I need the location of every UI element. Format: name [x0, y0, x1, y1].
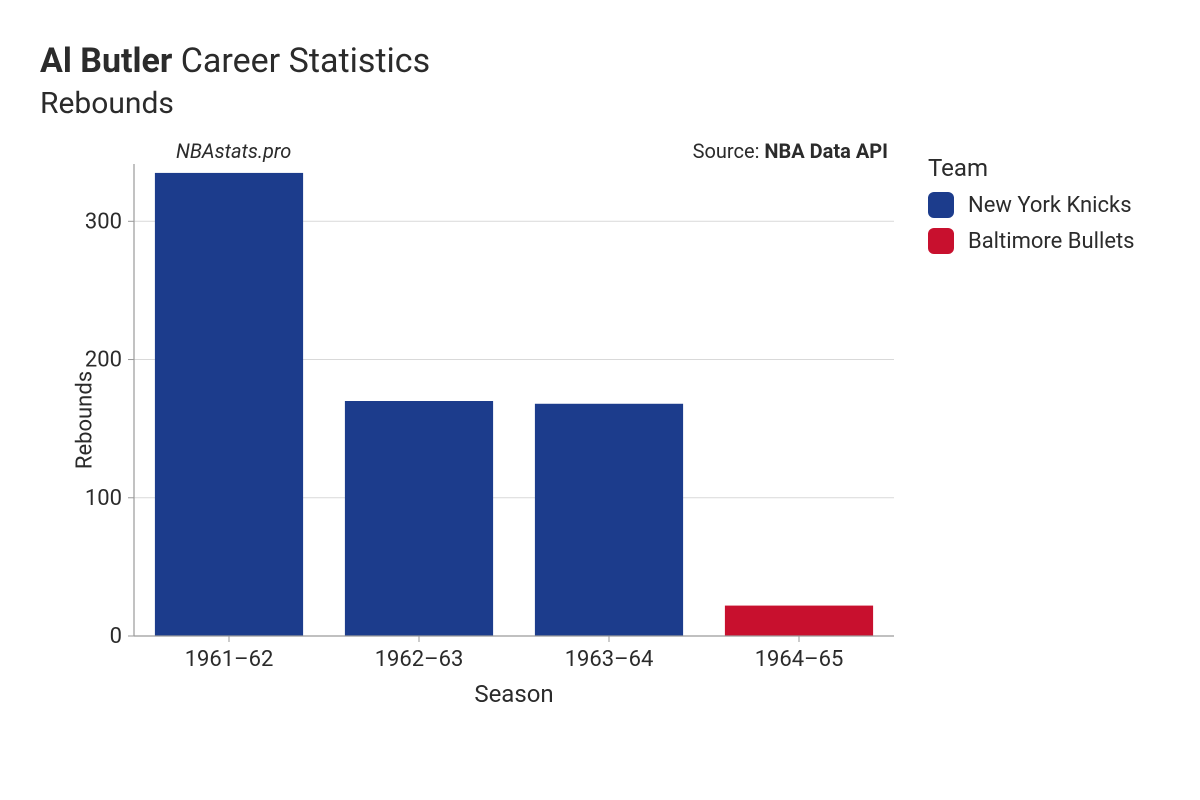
legend-label: New York Knicks	[968, 193, 1132, 218]
chart-wrap: Rebounds 0 100 200 300 1961–62 1962–63 1963–64…	[40, 140, 1160, 714]
x-tick-label: 1961–62	[185, 647, 274, 672]
bar	[535, 404, 683, 636]
bar	[155, 173, 303, 636]
x-tick-label: 1964–65	[755, 647, 844, 672]
chart-container: Al Butler Career Statistics Rebounds Reb…	[0, 0, 1200, 800]
legend-swatch	[928, 228, 954, 254]
legend-items: New York Knicks Baltimore Bullets	[928, 192, 1135, 254]
legend-label: Baltimore Bullets	[968, 229, 1135, 254]
y-tick-label: 300	[85, 209, 122, 234]
legend: Team New York Knicks Baltimore Bullets	[928, 140, 1135, 264]
y-tick-label: 200	[85, 348, 122, 373]
source-attribution: Source: NBA Data API	[693, 140, 888, 163]
x-axis-label: Season	[474, 680, 553, 708]
legend-swatch	[928, 192, 954, 218]
y-tick-label: 0	[110, 624, 122, 649]
title-subtitle: Rebounds	[40, 85, 1160, 123]
x-tick-label: 1962–63	[375, 647, 464, 672]
bar-chart: 0 100 200 300 1961–62 1962–63 1963–64 1964–65 Se…	[76, 140, 904, 714]
plot-column: 0 100 200 300 1961–62 1962–63 1963–64 1964–65 Se…	[76, 140, 904, 714]
bar	[345, 401, 493, 636]
title-block: Al Butler Career Statistics Rebounds	[40, 40, 1160, 122]
legend-item: Baltimore Bullets	[928, 228, 1135, 254]
watermark: NBAstats.pro	[176, 140, 291, 163]
title-line1: Al Butler Career Statistics	[40, 40, 1160, 83]
title-name: Al Butler	[40, 41, 172, 81]
legend-item: New York Knicks	[928, 192, 1135, 218]
y-tick-label: 100	[85, 486, 122, 511]
title-rest: Career Statistics	[172, 41, 430, 81]
legend-title: Team	[928, 154, 1135, 182]
bar	[725, 606, 873, 636]
x-tick-label: 1963–64	[565, 647, 654, 672]
ylabel-column: Rebounds	[40, 140, 76, 700]
